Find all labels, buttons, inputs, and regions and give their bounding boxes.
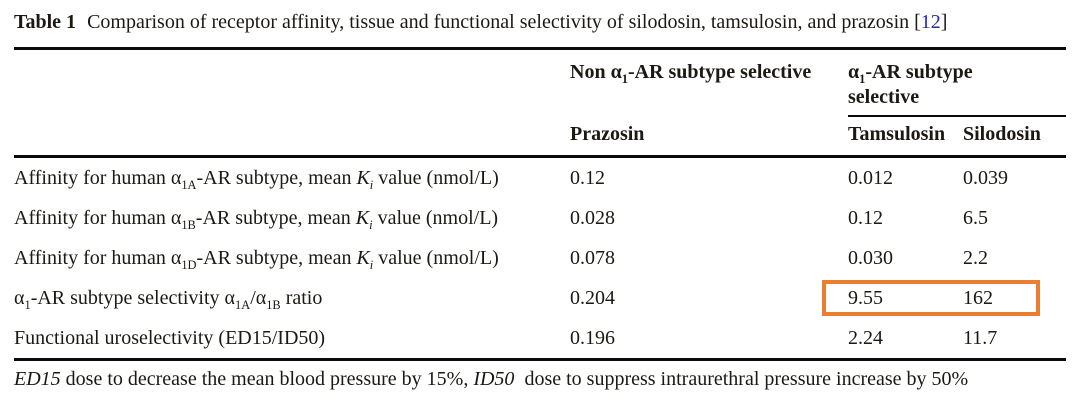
silodosin-value: 6.5 [963, 206, 988, 229]
table-row-affinity-a1b: Affinity for human α1B-AR subtype, mean … [14, 198, 1066, 238]
highlight-box: 9.55 162 [822, 280, 1040, 316]
column-group-row: Non α1-AR subtype selective α1-AR subtyp… [14, 50, 1066, 117]
prazosin-value: 0.078 [570, 246, 615, 269]
citation-bracket-close: ] [940, 11, 948, 33]
row-label: α1-AR subtype selectivity α1A/α1B ratio [14, 286, 323, 312]
highlight-cell: 9.55 162 [822, 280, 1066, 316]
tamsulosin-value: 9.55 [848, 286, 883, 309]
tamsulosin-value: 0.030 [848, 246, 893, 269]
col-group-non-selective: Non α1-AR subtype selective [570, 61, 812, 86]
citation: [12] [914, 11, 947, 33]
row-label: Affinity for human α1A-AR subtype, mean … [14, 166, 499, 192]
table-body: Affinity for human α1A-AR subtype, mean … [14, 158, 1066, 358]
col-header-tamsulosin: Tamsulosin [848, 123, 946, 145]
table-row-affinity-a1a: Affinity for human α1A-AR subtype, mean … [14, 158, 1066, 198]
col-group-selective: α1-AR subtype selective [848, 60, 1066, 117]
silodosin-value: 162 [963, 286, 993, 309]
table-caption: Table 1 Comparison of receptor affinity, … [14, 9, 947, 36]
row-label: Affinity for human α1D-AR subtype, mean … [14, 246, 499, 272]
citation-bracket-open: [ [914, 11, 921, 33]
tamsulosin-value: 0.12 [848, 206, 883, 229]
empty-header-cell [14, 60, 570, 117]
prazosin-value: 0.204 [570, 286, 615, 309]
row-label: Affinity for human α1B-AR subtype, mean … [14, 206, 499, 232]
table-row-affinity-a1d: Affinity for human α1D-AR subtype, mean … [14, 238, 1066, 278]
col-header-silodosin: Silodosin [963, 123, 1041, 145]
col-header-prazosin: Prazosin [570, 123, 645, 145]
table-caption-label: Table 1 [14, 11, 77, 33]
row-label: Functional uroselectivity (ED15/ID50) [14, 326, 326, 349]
silodosin-value: 11.7 [963, 326, 998, 349]
prazosin-value: 0.196 [570, 326, 615, 349]
table-caption-text: Comparison of receptor affinity, tissue … [87, 11, 910, 33]
tamsulosin-value: 0.012 [848, 166, 893, 189]
prazosin-value: 0.028 [570, 206, 615, 229]
table-row-uroselectivity: Functional uroselectivity (ED15/ID50) 0.… [14, 318, 1066, 358]
prazosin-value: 0.12 [570, 166, 605, 189]
drug-name-row: Prazosin Tamsulosin Silodosin [14, 117, 1066, 155]
silodosin-value: 2.2 [963, 246, 988, 269]
tamsulosin-value: 2.24 [848, 326, 883, 349]
citation-link[interactable]: 12 [920, 11, 941, 33]
table-row-selectivity-ratio: α1-AR subtype selectivity α1A/α1B ratio … [14, 278, 1066, 318]
table-header: Non α1-AR subtype selective α1-AR subtyp… [14, 50, 1066, 158]
comparison-table: Non α1-AR subtype selective α1-AR subtyp… [14, 47, 1066, 361]
empty-header-cell [14, 123, 570, 146]
silodosin-value: 0.039 [963, 166, 1008, 189]
table-footnote: ED15 dose to decrease the mean blood pre… [14, 368, 969, 390]
